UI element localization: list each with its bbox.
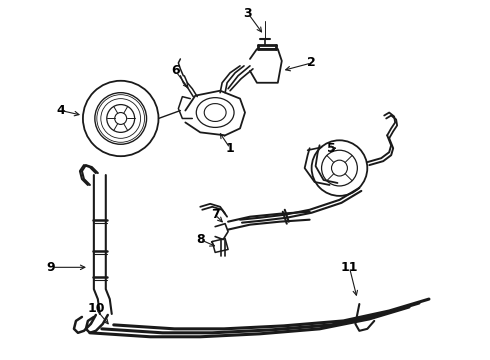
Text: 11: 11 [341,261,358,274]
Text: 7: 7 [211,208,220,221]
Text: 10: 10 [87,302,104,315]
Text: 1: 1 [226,142,234,155]
Text: 4: 4 [57,104,66,117]
Text: 8: 8 [196,233,204,246]
Text: 2: 2 [307,57,316,69]
Text: 5: 5 [327,142,336,155]
Text: 3: 3 [244,7,252,20]
Text: 6: 6 [171,64,180,77]
Text: 9: 9 [47,261,55,274]
